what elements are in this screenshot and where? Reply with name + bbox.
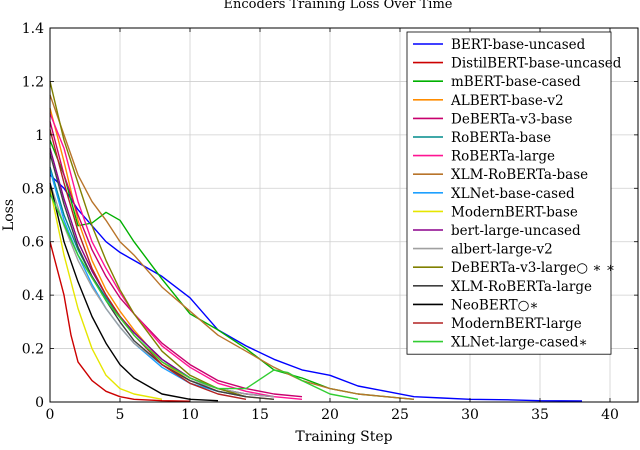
y-tick-label: 0.6 xyxy=(22,235,44,251)
legend-label: XLNet-large-cased∗ xyxy=(451,335,588,351)
x-tick-label: 35 xyxy=(531,407,549,423)
y-axis-label: Loss xyxy=(1,199,17,231)
series-lines xyxy=(49,81,583,402)
y-tick-label: 1 xyxy=(35,128,44,144)
x-tick-label: 0 xyxy=(46,407,55,423)
legend-label: XLNet-base-cased xyxy=(451,186,575,202)
x-tick-label: 5 xyxy=(116,407,125,423)
legend-label: DistilBERT-base-uncased xyxy=(451,56,622,72)
legend-label: DeBERTa-v3-base xyxy=(451,111,572,127)
chart-title: Encoders Training Loss Over Time xyxy=(224,0,453,12)
y-tick-label: 0 xyxy=(35,395,44,411)
x-axis-label: Training Step xyxy=(295,429,392,445)
y-tick-label: 1.4 xyxy=(22,21,44,37)
legend-label: RoBERTa-base xyxy=(451,130,551,146)
x-tick-label: 30 xyxy=(461,407,479,423)
series-line xyxy=(49,193,359,400)
legend: BERT-base-uncased DistilBERT-base-uncased… xyxy=(406,31,622,355)
legend-label: bert-large-uncased xyxy=(451,223,581,239)
y-tick-label: 0.8 xyxy=(22,181,44,197)
legend-label: DeBERTa-v3-large○ ∗ ∗ xyxy=(451,260,615,276)
series-line xyxy=(49,153,275,400)
legend-label: albert-large-v2 xyxy=(451,242,553,258)
series-line xyxy=(49,182,219,402)
series-line xyxy=(49,129,247,400)
legend-label: XLM-RoBERTa-base xyxy=(451,167,588,183)
legend-label: mBERT-base-cased xyxy=(451,74,581,90)
series-line xyxy=(49,174,583,402)
legend-label: ModernBERT-base xyxy=(451,204,578,220)
x-tick-label: 15 xyxy=(251,407,269,423)
series-line xyxy=(49,81,247,398)
legend-label: ALBERT-base-v2 xyxy=(450,93,564,109)
legend-label: ModernBERT-large xyxy=(451,316,582,332)
series-line xyxy=(49,94,415,400)
x-tick-label: 10 xyxy=(181,407,199,423)
legend-label: NeoBERT○∗ xyxy=(451,297,539,313)
x-tick-label: 40 xyxy=(601,407,619,423)
y-tick-label: 1.2 xyxy=(22,74,44,90)
plot-frame xyxy=(49,27,639,403)
y-tick-label: 0.2 xyxy=(22,342,44,358)
axis-ticks: 0 5 10 15 20 25 30 35 40 0 0.2 0.4 0.6 0.8 1 1.2 1.4 xyxy=(22,21,638,423)
legend-label: BERT-base-uncased xyxy=(451,37,586,53)
legend-label: XLM-RoBERTa-large xyxy=(451,279,592,295)
x-tick-label: 20 xyxy=(321,407,339,423)
x-tick-label: 25 xyxy=(391,407,409,423)
series-line xyxy=(49,241,191,402)
series-line xyxy=(49,139,415,400)
y-tick-label: 0.4 xyxy=(22,288,44,304)
legend-label: RoBERTa-large xyxy=(451,149,555,165)
series-line xyxy=(49,188,163,400)
